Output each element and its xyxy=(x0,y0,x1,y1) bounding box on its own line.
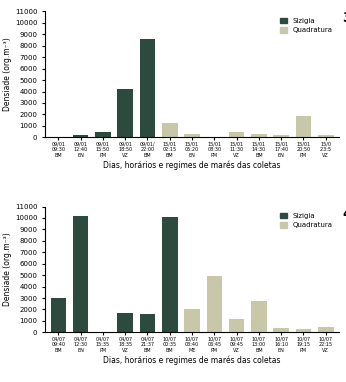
Bar xyxy=(73,135,89,137)
Bar xyxy=(117,89,133,137)
Bar xyxy=(207,276,222,332)
Bar xyxy=(273,329,289,332)
Bar xyxy=(318,327,334,332)
Bar xyxy=(273,135,289,137)
Bar xyxy=(140,39,155,137)
Text: 4: 4 xyxy=(342,207,346,220)
Y-axis label: Densiade (org.m⁻³): Densiade (org.m⁻³) xyxy=(3,37,12,111)
Bar xyxy=(140,314,155,332)
Bar xyxy=(162,123,177,137)
Bar xyxy=(162,217,177,332)
Bar xyxy=(318,135,334,137)
Bar xyxy=(251,134,267,137)
Bar xyxy=(229,132,244,137)
Bar xyxy=(51,298,66,332)
Bar xyxy=(117,314,133,332)
Legend: Sizigia, Quadratura: Sizigia, Quadratura xyxy=(277,210,336,231)
Bar xyxy=(295,329,311,332)
Bar xyxy=(295,116,311,137)
Bar xyxy=(251,301,267,332)
Bar xyxy=(95,132,111,137)
Bar xyxy=(229,319,244,332)
Y-axis label: Densiade (org.m⁻³): Densiade (org.m⁻³) xyxy=(3,233,12,306)
Bar xyxy=(184,309,200,332)
X-axis label: Dias, horários e regimes de marés das coletas: Dias, horários e regimes de marés das co… xyxy=(103,356,281,366)
Text: 3: 3 xyxy=(342,11,346,26)
Bar xyxy=(184,134,200,137)
Bar xyxy=(73,216,89,332)
X-axis label: Dias, horários e regimes de marés das coletas: Dias, horários e regimes de marés das co… xyxy=(103,161,281,170)
Legend: Sizigia, Quadratura: Sizigia, Quadratura xyxy=(277,15,336,36)
